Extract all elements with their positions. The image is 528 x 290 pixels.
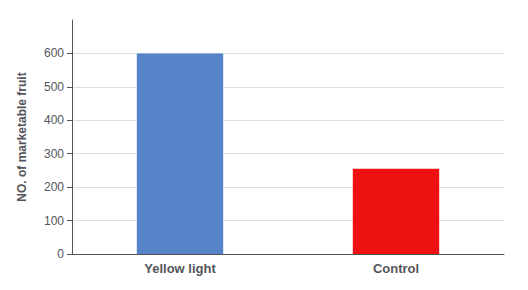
svg-text:600: 600 bbox=[44, 46, 64, 60]
svg-text:100: 100 bbox=[44, 214, 64, 228]
svg-text:500: 500 bbox=[44, 80, 64, 94]
svg-text:0: 0 bbox=[57, 247, 64, 261]
svg-text:200: 200 bbox=[44, 180, 64, 194]
svg-text:400: 400 bbox=[44, 113, 64, 127]
svg-text:Yellow light: Yellow light bbox=[144, 261, 216, 276]
svg-text:Control: Control bbox=[373, 261, 419, 276]
svg-text:NO. of marketable fruit: NO. of marketable fruit bbox=[15, 72, 29, 201]
svg-text:300: 300 bbox=[44, 147, 64, 161]
